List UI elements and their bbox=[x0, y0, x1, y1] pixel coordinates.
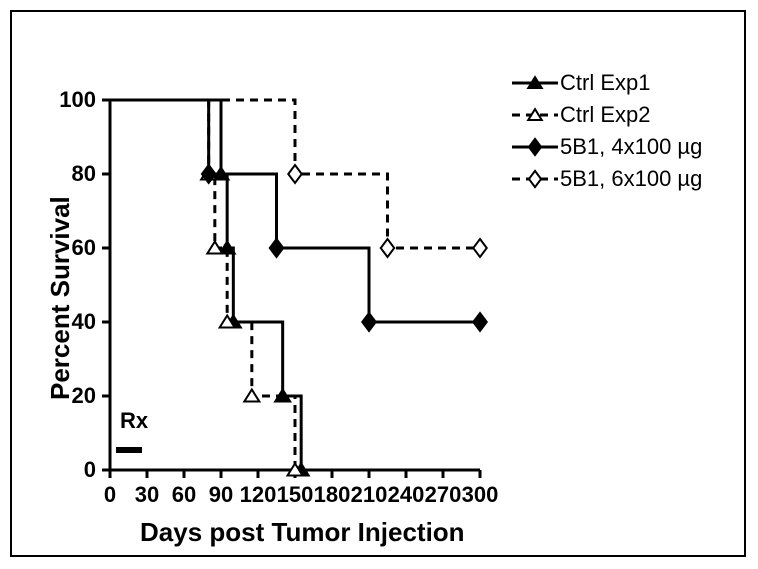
x-tick-label: 180 bbox=[314, 482, 351, 508]
x-tick-label: 240 bbox=[388, 482, 425, 508]
legend: Ctrl Exp1 Ctrl Exp2 5B1, 4x100 µg 5B1, 6x10… bbox=[510, 70, 702, 198]
legend-item-5b1-6x100: 5B1, 6x100 µg bbox=[510, 166, 702, 192]
x-tick-label: 60 bbox=[172, 482, 196, 508]
y-tick-label: 80 bbox=[72, 161, 96, 187]
y-tick-label: 40 bbox=[72, 309, 96, 335]
x-tick-label: 270 bbox=[425, 482, 462, 508]
legend-item-5b1-4x100: 5B1, 4x100 µg bbox=[510, 134, 702, 160]
x-axis-title: Days post Tumor Injection bbox=[140, 517, 465, 548]
x-tick-label: 150 bbox=[277, 482, 314, 508]
x-tick-label: 0 bbox=[104, 482, 116, 508]
y-tick-label: 0 bbox=[84, 457, 96, 483]
y-axis-title: Percent Survival bbox=[45, 196, 76, 400]
legend-item-ctrl-exp2: Ctrl Exp2 bbox=[510, 102, 702, 128]
y-tick-label: 60 bbox=[72, 235, 96, 261]
x-tick-label: 300 bbox=[462, 482, 499, 508]
legend-label: 5B1, 6x100 µg bbox=[560, 166, 702, 192]
x-tick-label: 210 bbox=[351, 482, 388, 508]
x-tick-label: 30 bbox=[135, 482, 159, 508]
y-tick-label: 20 bbox=[72, 383, 96, 409]
legend-label: Ctrl Exp1 bbox=[560, 70, 650, 96]
x-tick-label: 120 bbox=[240, 482, 277, 508]
y-tick-label: 100 bbox=[59, 87, 96, 113]
series-5b1-4x100 bbox=[110, 100, 480, 322]
x-tick-label: 90 bbox=[209, 482, 233, 508]
legend-item-ctrl-exp1: Ctrl Exp1 bbox=[510, 70, 702, 96]
legend-label: Ctrl Exp2 bbox=[560, 102, 650, 128]
rx-label: Rx bbox=[120, 408, 148, 434]
legend-label: 5B1, 4x100 µg bbox=[560, 134, 702, 160]
